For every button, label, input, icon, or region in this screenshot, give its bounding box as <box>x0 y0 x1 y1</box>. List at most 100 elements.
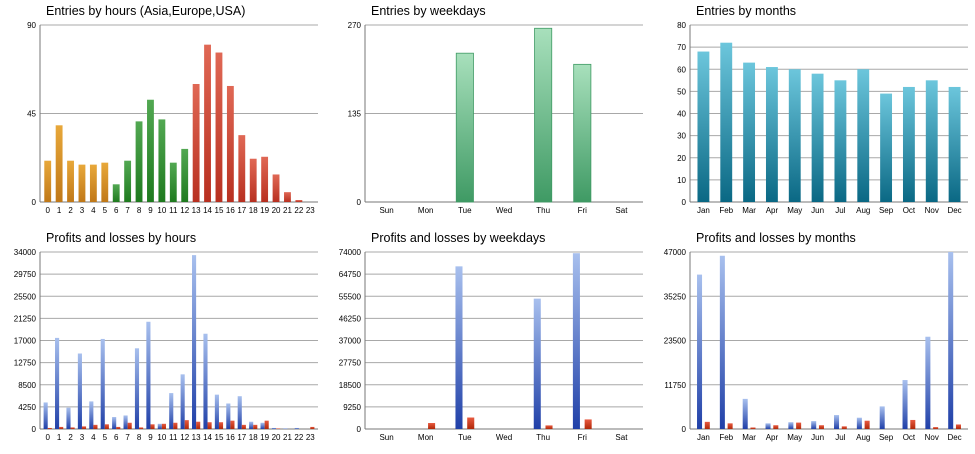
x-tick-label: 5 <box>103 433 108 442</box>
x-tick-label: 19 <box>260 206 269 215</box>
x-tick-label: 20 <box>272 206 281 215</box>
x-tick-label: Fri <box>578 206 588 215</box>
loss-bar <box>104 424 109 429</box>
bar <box>101 162 109 202</box>
panel-entries-hours: Entries by hours (Asia,Europe,USA) 0 45 90… <box>0 0 325 227</box>
x-tick-label: Thu <box>536 206 550 215</box>
loss-bar <box>59 426 64 429</box>
bar <box>55 125 63 202</box>
entries-by-weekdays-chart: 0 135 270 Sun Mon Tue Wed Thu Fri Sat <box>348 21 643 215</box>
bar <box>765 67 778 202</box>
bar <box>902 86 915 202</box>
profit-bar <box>249 421 254 429</box>
chart-title: Profits and losses by weekdays <box>371 231 546 245</box>
loss-bar <box>161 423 166 429</box>
profit-bar <box>572 253 580 429</box>
bar <box>284 192 291 202</box>
x-tick-label: 23 <box>306 206 315 215</box>
x-tick-label: Sat <box>615 433 628 442</box>
y-tick-label: 70 <box>677 43 686 52</box>
x-tick-label: 16 <box>226 206 235 215</box>
x-tick-label: Nov <box>925 206 939 215</box>
y-tick-label: 8500 <box>18 381 36 390</box>
profit-bar <box>89 401 94 429</box>
x-tick-label: 9 <box>148 433 153 442</box>
x-tick-label: Jun <box>811 206 824 215</box>
x-tick-label: Feb <box>719 433 733 442</box>
chart-title: Entries by weekdays <box>371 4 486 18</box>
y-tick-label: 12750 <box>14 359 37 368</box>
x-tick-label: 13 <box>192 433 201 442</box>
profit-bar <box>112 417 117 429</box>
y-tick-label: 29750 <box>14 270 37 279</box>
profit-bar <box>283 428 288 429</box>
y-tick-label: 270 <box>348 21 362 30</box>
loss-bar <box>70 427 75 429</box>
x-tick-label: 19 <box>260 433 269 442</box>
y-tick-label: 0 <box>32 425 37 434</box>
bar <box>880 93 893 202</box>
x-tick-label: Mon <box>418 206 434 215</box>
bar <box>238 135 246 202</box>
bar <box>788 69 801 202</box>
x-tick-label: 12 <box>180 206 189 215</box>
x-tick-label: Feb <box>719 206 733 215</box>
loss-bar <box>750 427 756 429</box>
loss-bar <box>955 424 961 429</box>
profit-bar <box>765 423 771 429</box>
loss-bar <box>207 422 212 429</box>
loss-bar <box>727 423 733 429</box>
loss-bar <box>173 422 178 429</box>
y-tick-label: 27750 <box>339 359 362 368</box>
profit-bar <box>533 298 541 429</box>
x-tick-label: Jul <box>835 206 845 215</box>
bar <box>67 160 74 202</box>
y-tick-label: 47000 <box>664 248 687 257</box>
x-tick-label: 12 <box>180 433 189 442</box>
bar <box>743 62 756 202</box>
bar <box>720 42 733 203</box>
x-tick-label: 3 <box>80 206 85 215</box>
chart-title: Profits and losses by months <box>696 231 856 245</box>
loss-bar <box>196 421 201 429</box>
x-tick-label: 7 <box>125 433 130 442</box>
y-tick-label: 34000 <box>14 248 37 257</box>
x-tick-label: 22 <box>294 433 303 442</box>
profit-bar <box>55 337 60 429</box>
profit-bar <box>203 333 208 429</box>
x-tick-label: 0 <box>45 433 50 442</box>
x-tick-label: 20 <box>272 433 281 442</box>
x-tick-label: 8 <box>137 433 142 442</box>
x-tick-label: 23 <box>306 433 315 442</box>
loss-bar <box>584 419 592 429</box>
x-tick-label: Mar <box>742 433 756 442</box>
bar <box>169 162 177 202</box>
x-tick-label: Oct <box>903 206 916 215</box>
y-tick-label: 0 <box>682 425 687 434</box>
x-tick-label: May <box>787 433 802 442</box>
x-tick-label: Jul <box>835 433 845 442</box>
bar <box>925 80 938 202</box>
profit-bar <box>902 380 908 429</box>
x-tick-label: 15 <box>215 206 224 215</box>
bar <box>158 119 166 202</box>
bar <box>811 73 824 202</box>
x-tick-label: Oct <box>903 433 916 442</box>
x-tick-label: 4 <box>91 433 96 442</box>
x-tick-label: 21 <box>283 433 292 442</box>
y-tick-label: 25500 <box>14 292 37 301</box>
y-tick-label: 10 <box>677 176 686 185</box>
bar <box>534 27 553 203</box>
loss-bar <box>253 424 258 429</box>
bar <box>295 200 303 202</box>
y-tick-label: 40 <box>677 110 686 119</box>
panel-pl-weekdays: Profits and losses by weekdays 0 9250 1850… <box>325 227 650 454</box>
y-tick-label: 20 <box>677 154 686 163</box>
x-tick-label: 5 <box>103 206 108 215</box>
x-tick-label: 3 <box>80 433 85 442</box>
x-tick-label: 14 <box>203 433 212 442</box>
loss-bar <box>139 427 144 429</box>
profit-bar <box>123 415 128 429</box>
bar <box>204 44 211 202</box>
